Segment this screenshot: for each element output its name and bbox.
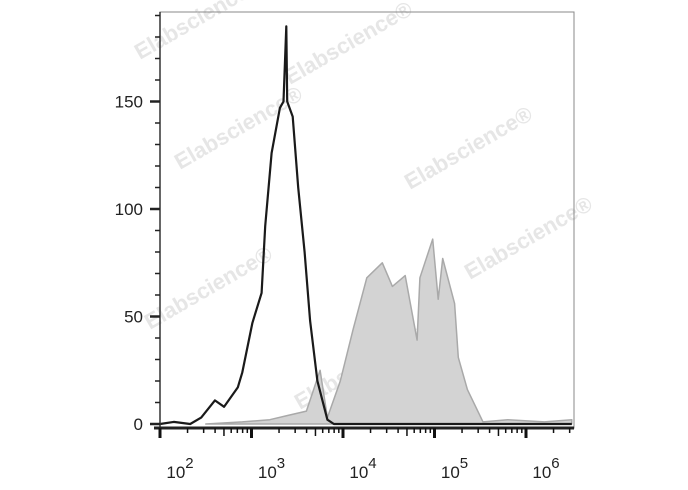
x-tick-exponent: 2 — [185, 455, 193, 472]
watermark-text: Elabscience® — [400, 101, 537, 194]
x-tick-label: 104 — [349, 455, 376, 482]
x-tick-base: 10 — [349, 463, 368, 482]
series-layer — [159, 25, 573, 426]
x-axis: 102 103 104 105 106 — [158, 428, 571, 482]
x-tick-label: 103 — [258, 455, 285, 482]
y-tick-label: 100 — [115, 200, 143, 219]
x-tick-base: 10 — [532, 463, 551, 482]
y-axis: 0 50 100 150 — [115, 14, 160, 434]
x-tick-base: 10 — [258, 463, 277, 482]
watermark-text: Elabscience® — [460, 191, 597, 284]
x-tick-exponent: 5 — [460, 455, 468, 472]
watermark-text: Elabscience® — [130, 0, 267, 64]
x-tick-exponent: 3 — [277, 455, 285, 472]
series-outline-histogram — [159, 25, 572, 426]
x-tick-label: 102 — [166, 455, 193, 482]
x-tick-label: 106 — [532, 455, 559, 482]
x-tick-exponent: 4 — [368, 455, 376, 472]
series-filled-histogram — [205, 238, 573, 425]
watermark-text: Elabscience® — [280, 0, 417, 89]
x-tick-label: 105 — [441, 455, 468, 482]
x-tick-base: 10 — [441, 463, 460, 482]
y-tick-label: 50 — [124, 308, 143, 327]
y-tick-label: 150 — [115, 93, 143, 112]
x-tick-base: 10 — [166, 463, 185, 482]
x-tick-exponent: 6 — [551, 455, 559, 472]
y-tick-label: 0 — [134, 415, 143, 434]
